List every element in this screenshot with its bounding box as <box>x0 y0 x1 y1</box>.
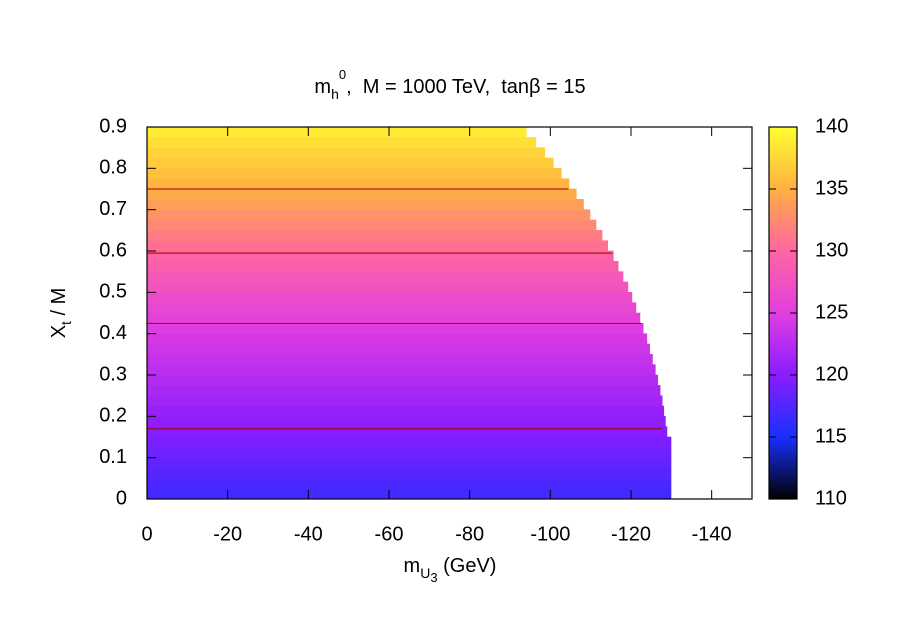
x-axis-label-part: (GeV) <box>438 555 497 577</box>
x-tick-label: -20 <box>213 523 242 545</box>
colorbar-tick-label: 115 <box>815 425 847 447</box>
heatmap-row <box>147 188 577 200</box>
heatmap-row <box>147 219 597 231</box>
heatmap-row <box>147 199 584 210</box>
y-tick-label: 0.8 <box>99 157 127 179</box>
heatmap-row <box>147 416 666 427</box>
heatmap-row <box>147 467 672 479</box>
chart-title-part: m <box>314 76 331 98</box>
y-axis-label: Xt / M <box>48 288 73 339</box>
x-axis-label-part: 3 <box>430 570 437 585</box>
x-axis-label: mU3 (GeV) <box>404 555 497 585</box>
y-tick-label: 0.1 <box>99 446 127 468</box>
heatmap-row <box>147 436 672 448</box>
x-axis-label-part: m <box>404 555 421 577</box>
heatmap-row <box>147 250 614 262</box>
colorbar-tick-label: 125 <box>815 301 848 323</box>
x-tick-label: -80 <box>455 523 484 545</box>
heatmap-row <box>147 323 644 334</box>
chart-title-part: h <box>331 86 339 102</box>
chart-title-part: , M = 1000 TeV, tanβ = 15 <box>346 76 585 98</box>
heatmap-row <box>147 281 629 293</box>
y-axis-label-part: t <box>58 321 74 325</box>
y-tick-label: 0 <box>116 487 127 509</box>
y-tick-label: 0.2 <box>99 405 127 427</box>
colorbar-tick-label: 120 <box>815 363 848 385</box>
heatmap-row <box>147 261 619 272</box>
heatmap-row <box>147 374 659 386</box>
heatmap-row <box>147 168 562 179</box>
heatmap-row <box>147 147 546 159</box>
heatmap-row <box>147 209 591 221</box>
heatmap-row <box>147 230 603 241</box>
heatmap-row <box>147 395 663 407</box>
colorbar-tick-label: 110 <box>815 487 847 509</box>
heatmap-row <box>147 240 609 252</box>
heatmap-row <box>147 405 665 417</box>
plot-frame <box>146 126 753 500</box>
y-tick-label: 0.4 <box>99 322 127 344</box>
y-tick-label: 0.7 <box>99 198 127 220</box>
heatmap-row <box>147 488 672 500</box>
heatmap-row <box>147 312 641 324</box>
heatmap-row <box>147 364 656 376</box>
heatmap-row <box>147 271 624 283</box>
x-tick-label: -60 <box>375 523 404 545</box>
heatmap-row <box>147 126 527 138</box>
heatmap-row <box>147 178 570 190</box>
x-tick-label: -140 <box>692 523 732 545</box>
heatmap-row <box>147 343 650 355</box>
y-tick-label: 0.6 <box>99 239 127 261</box>
colorbar-tick-label: 135 <box>815 177 848 199</box>
y-axis-label-part: / M <box>48 288 70 321</box>
x-tick-label: -40 <box>294 523 323 545</box>
colorbar-tick-label: 130 <box>815 239 848 261</box>
heatmap-row <box>147 478 672 489</box>
x-tick-label: 0 <box>141 523 152 545</box>
y-tick-label: 0.3 <box>99 363 127 385</box>
chart-title: mh0, M = 1000 TeV, tanβ = 15 <box>314 67 585 101</box>
heatmap-row <box>147 157 554 169</box>
colorbar-tick-label: 140 <box>815 115 848 137</box>
heatmap-row <box>147 457 672 469</box>
y-axis-label-part: X <box>48 325 70 338</box>
heatmap-row <box>147 137 537 148</box>
y-tick-label: 0.9 <box>99 115 127 137</box>
heatmap-row <box>147 385 661 396</box>
y-tick-label: 0.5 <box>99 281 127 303</box>
chart-title-part: 0 <box>339 67 346 82</box>
heatmap-row <box>147 302 637 314</box>
heatmap-row <box>147 333 648 345</box>
x-tick-label: -100 <box>530 523 570 545</box>
heatmap-row <box>147 292 633 303</box>
x-tick-label: -120 <box>611 523 651 545</box>
heatmap-row <box>147 354 653 365</box>
heatmap-row <box>147 426 668 438</box>
x-axis-label-part: U <box>420 565 430 581</box>
heatmap-row <box>147 447 672 458</box>
